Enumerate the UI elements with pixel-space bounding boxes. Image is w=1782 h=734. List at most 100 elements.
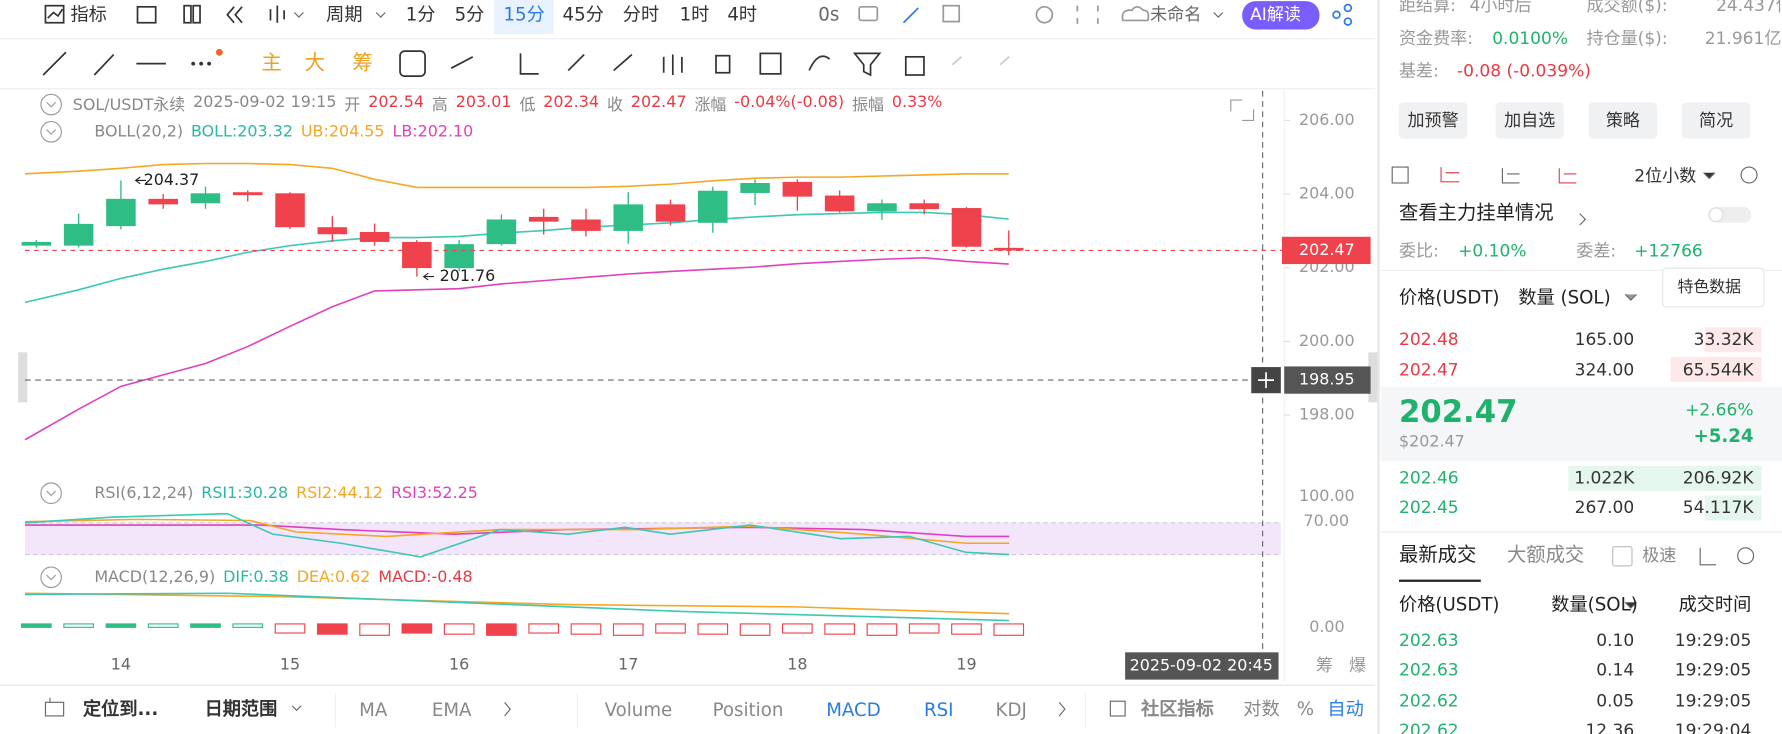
col-header: 价格(USDT) — [1399, 593, 1500, 615]
indicator-tab[interactable]: KDJ — [995, 698, 1027, 721]
legend-text: SOL/USDT永续 — [72, 96, 186, 115]
trade-qty: 0.10 — [1596, 630, 1635, 651]
book-qty: 267.00 — [1574, 497, 1635, 518]
tooltip: 特色数据 — [1677, 278, 1742, 297]
decimals-select[interactable]: 2位小数 — [1634, 165, 1697, 186]
ratio-value: +0.10% — [1458, 240, 1527, 261]
fast-label[interactable]: 极速 — [1642, 544, 1677, 566]
arrow — [422, 272, 434, 281]
interval-button[interactable]: 4时 — [727, 3, 758, 26]
legend-text: 振幅 — [852, 96, 884, 115]
candle-body — [190, 193, 221, 204]
indicator-tab[interactable]: MACD — [826, 698, 881, 721]
last-price-tag — [1281, 236, 1371, 265]
interval-button[interactable]: 15分 — [503, 3, 545, 26]
log-button[interactable]: 对数 — [1243, 697, 1280, 720]
macd-bar-deco — [528, 623, 560, 634]
macd-bar-deco — [866, 623, 898, 636]
high-marker: 204.37 — [144, 170, 200, 189]
tool-button[interactable]: 筹 — [352, 51, 373, 76]
locate-button[interactable]: 定位到... — [82, 697, 159, 720]
percent-button[interactable]: % — [1296, 697, 1315, 720]
indicator-tab[interactable]: EMA — [431, 698, 472, 721]
right-handle[interactable] — [1368, 352, 1378, 403]
interval-button[interactable]: 1时 — [679, 3, 710, 26]
indicator-tab[interactable]: Position — [712, 698, 784, 721]
info-value: 21.961亿 — [1704, 27, 1782, 49]
indicator-tab[interactable]: RSI — [923, 698, 954, 721]
macd-bar-deco — [401, 623, 433, 634]
info-value: 4小时后 — [1469, 0, 1532, 16]
trade-time: 19:29:05 — [1674, 659, 1752, 681]
trades-tab[interactable]: 最新成交 — [1399, 543, 1477, 567]
interval-button[interactable]: 5分 — [454, 3, 485, 26]
last-price-usd: $202.47 — [1399, 432, 1465, 452]
rsi-axis-label: 100.00 — [1298, 487, 1355, 506]
legend-text: 203.01 — [455, 93, 512, 112]
action-button[interactable]: 简况 — [1681, 102, 1751, 139]
axis-button[interactable]: 爆 — [1349, 655, 1367, 676]
crosshair-time: 2025-09-02 20:45 — [1130, 655, 1273, 674]
macd-bar-deco — [147, 623, 179, 628]
active-interval-bg — [494, 0, 554, 35]
boll-line — [24, 256, 1009, 441]
macd-bar-deco — [951, 623, 982, 635]
auto-button[interactable]: 自动 — [1327, 697, 1364, 720]
tool-button[interactable]: 大 — [304, 51, 326, 76]
legend-text: 202.47 — [630, 93, 687, 112]
trade-qty: 12.36 — [1585, 719, 1635, 734]
indicator-tab[interactable]: Volume — [604, 698, 673, 721]
indicator-tab[interactable]: MA — [359, 698, 388, 721]
trade-qty: 0.14 — [1596, 659, 1635, 681]
dots-icon — [191, 61, 212, 66]
legend-text: 收 — [606, 96, 623, 115]
ai-button-bg[interactable] — [1242, 1, 1320, 30]
interval-button[interactable]: 45分 — [562, 3, 604, 26]
x-tick-label: 17 — [618, 654, 638, 673]
candle-body — [655, 204, 686, 222]
legend-text: RSI3:52.25 — [390, 484, 478, 503]
action-button[interactable]: 加预警 — [1399, 102, 1468, 139]
interval-button[interactable]: 分时 — [622, 3, 660, 26]
left-handle[interactable] — [18, 352, 28, 403]
boll-legend: BOLL(20,2) BOLL:203.32 UB:204.55 LB:202.10 — [94, 123, 473, 141]
macd-bar-deco — [908, 623, 940, 634]
col-header[interactable]: 数量(SOL) — [1551, 593, 1638, 615]
col-header[interactable]: 数量 (SOL) — [1518, 286, 1611, 308]
book-price: 202.48 — [1399, 329, 1459, 350]
trade-time: 19:29:05 — [1674, 630, 1752, 651]
ai-button[interactable]: AI解读 — [1250, 3, 1301, 25]
interval-button[interactable]: 1分 — [405, 3, 436, 26]
action-button[interactable]: 策略 — [1588, 102, 1657, 139]
legend-text: 0.33% — [891, 93, 943, 112]
community-button[interactable]: 社区指标 — [1141, 697, 1214, 720]
trades-tab[interactable]: 大额成交 — [1506, 543, 1585, 567]
rsi-lines — [24, 512, 1010, 558]
trade-price: 202.63 — [1399, 630, 1459, 651]
rsi-axis-label: 70.00 — [1303, 512, 1350, 531]
legend-text: MACD(12,26,9) — [94, 568, 216, 587]
col-header: 价格(USDT) — [1399, 286, 1500, 308]
low-marker: 201.76 — [440, 266, 496, 285]
action-button[interactable]: 加自选 — [1495, 102, 1564, 139]
legend-text: DIF:0.38 — [223, 568, 289, 587]
macd-bar-deco — [105, 623, 137, 628]
legend-text: 涨幅 — [694, 96, 727, 115]
tool-button[interactable]: 主 — [261, 51, 282, 76]
candle-body — [359, 231, 390, 242]
legend-text: UB:204.55 — [300, 122, 385, 141]
range-button[interactable]: 日期范围 — [204, 697, 278, 720]
whale-link[interactable]: 查看主力挂单情况 — [1399, 201, 1554, 225]
indicator-button[interactable]: 指标 — [70, 3, 107, 26]
trade-time: 19:29:05 — [1674, 690, 1752, 711]
axis-button[interactable]: 筹 — [1316, 655, 1334, 676]
last-price-label: 202.47 — [1299, 240, 1355, 259]
layout-name[interactable]: 未命名 — [1150, 3, 1202, 25]
macd-bar-deco — [316, 623, 348, 635]
checkbox[interactable] — [1612, 546, 1633, 567]
tooltip-box — [1662, 267, 1765, 308]
legend-text: 开 — [344, 96, 361, 115]
macd-bar-deco — [232, 623, 264, 628]
period-button[interactable]: 周期 — [326, 3, 363, 26]
legend-text: 高 — [431, 96, 448, 115]
